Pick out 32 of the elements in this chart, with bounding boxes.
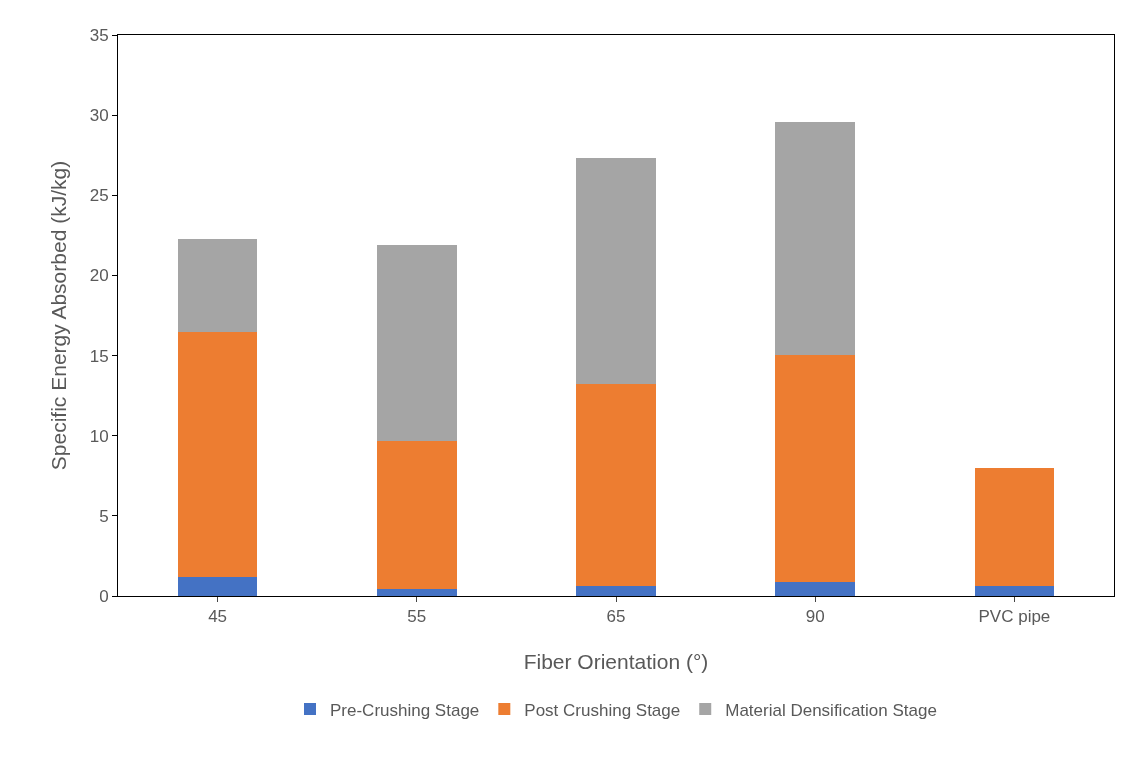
x-tick-label: 55	[407, 607, 427, 627]
x-axis-title: Fiber Orientation (°)	[523, 650, 709, 673]
bar	[576, 586, 656, 596]
y-tick-label: 25	[89, 186, 109, 206]
x-tick-label: PVC pipe	[978, 607, 1051, 627]
x-tick-label: 90	[805, 607, 825, 627]
bar	[775, 354, 856, 583]
y-tick-label: 0	[99, 586, 109, 606]
bar	[177, 331, 258, 577]
bar	[376, 588, 457, 596]
y-tick-label: 20	[89, 266, 109, 286]
y-tick-label: 10	[89, 426, 109, 446]
bar	[775, 122, 856, 355]
bar	[177, 576, 258, 596]
y-tick-label: 15	[89, 346, 109, 366]
legend-label: Material Densification Stage	[725, 700, 937, 720]
bar	[576, 384, 656, 587]
bar	[376, 440, 457, 589]
legend-label: Pre-Crushing Stage	[330, 700, 480, 720]
y-tick-label: 5	[99, 506, 109, 526]
y-tick-label: 30	[89, 106, 109, 126]
legend-label: Post Crushing Stage	[524, 700, 681, 720]
bar	[974, 467, 1055, 587]
x-tick-label: 45	[208, 607, 228, 627]
bar	[974, 586, 1055, 596]
bar	[376, 244, 457, 441]
bar	[576, 158, 656, 385]
bar	[775, 582, 856, 596]
y-tick-label: 35	[89, 25, 109, 45]
x-tick-label: 65	[606, 607, 626, 627]
y-axis-title: Specific Energy Absorbed (kJ/kg)	[47, 160, 70, 471]
bar	[177, 238, 258, 332]
